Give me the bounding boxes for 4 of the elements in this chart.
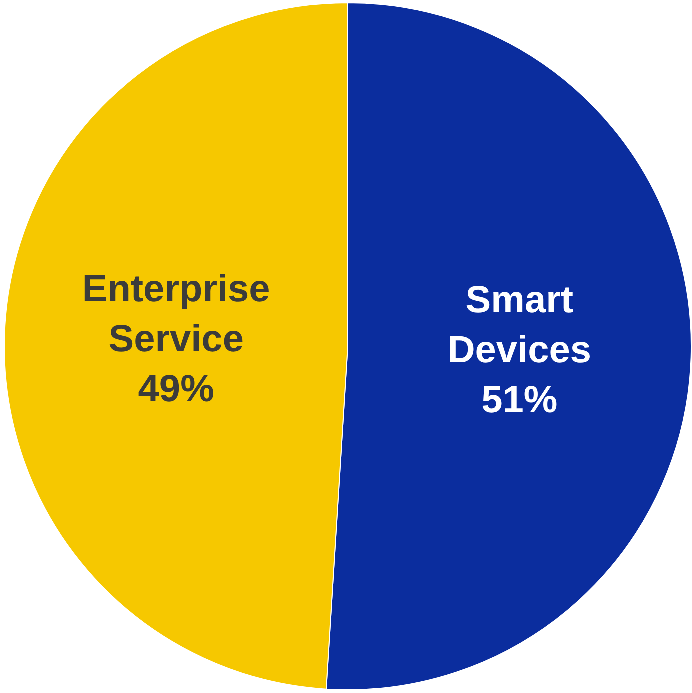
- slice-label: Enterprise Service: [82, 268, 270, 361]
- data-label: 51%: [482, 379, 558, 422]
- data-label: 49%: [138, 368, 214, 411]
- slice-label: Smart Devices: [448, 279, 592, 372]
